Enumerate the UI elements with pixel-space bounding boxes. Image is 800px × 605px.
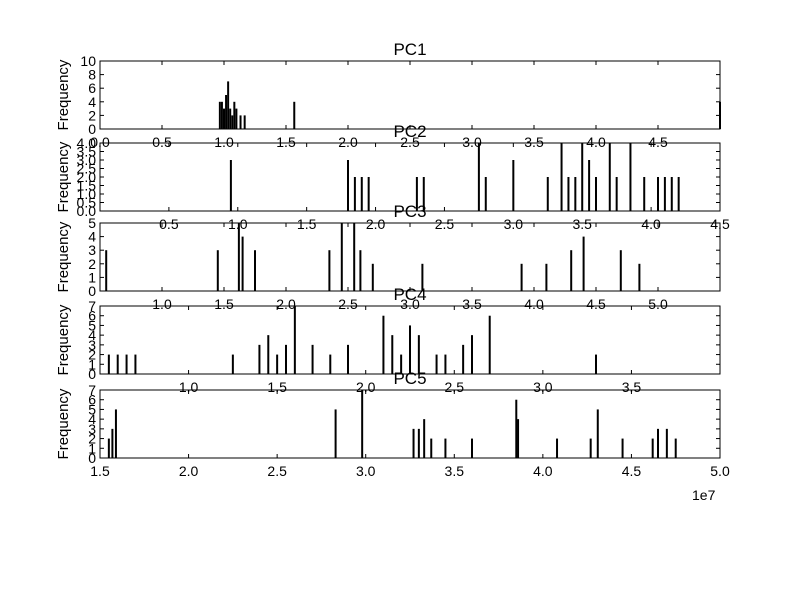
y-tick-label-pc2: 1.0 [77,186,97,202]
x-tick-label-pc4: 3.0 [533,379,553,395]
x-tick-label-pc3: 2.5 [338,296,358,312]
y-tick-label-pc2: 0.5 [77,195,97,211]
x-tick-label-pc1: 1.5 [276,134,296,150]
y-tick-label-pc2: 2.0 [77,169,97,185]
x-tick-label-pc5: 3.0 [356,463,376,479]
panel-title-pc1: PC1 [393,40,426,59]
y-tick-label-pc5: 4 [88,411,96,427]
axes-frame-pc1 [99,60,721,130]
x-tick-label-pc1: 4.0 [586,134,606,150]
y-axis-label-pc2: Frequency [55,141,72,212]
x-tick-label-pc1: 0.0 [90,134,110,150]
axes-frame-pc5 [99,389,721,459]
axes-frame-pc3 [99,222,721,292]
x-tick-label-pc5: 2.5 [267,463,287,479]
y-axis-label-pc3: Frequency [55,221,72,292]
y-tick-label-pc2: 1.5 [77,178,97,194]
x-tick-label-pc1: 4.5 [648,134,668,150]
y-tick-label-pc1: 10 [80,53,96,69]
y-tick-label-pc4: 5 [88,317,96,333]
y-tick-label-pc4: 6 [88,308,96,324]
y-tick-label-pc1: 4 [88,94,96,110]
x-tick-label-pc1: 2.5 [400,134,420,150]
y-tick-label-pc1: 6 [88,80,96,96]
x-tick-label-pc2: 1.5 [297,216,317,232]
x-tick-label-pc2: 2.0 [366,216,386,232]
x-tick-label-pc5: 4.0 [533,463,553,479]
x-tick-label-pc1: 0.5 [152,134,172,150]
panel-title-pc5: PC5 [393,369,426,388]
x-tick-label-pc3: 1.5 [214,296,234,312]
panel-title-pc4: PC4 [393,285,426,304]
y-tick-label-pc4: 1 [88,356,96,372]
x-tick-label-pc5: 5.0 [710,463,730,479]
y-tick-label-pc4: 7 [88,298,96,314]
y-tick-label-pc5: 6 [88,392,96,408]
y-tick-label-pc5: 1 [88,440,96,456]
x-tick-label-pc2: 2.5 [435,216,455,232]
x-tick-label-pc4: 1.0 [179,379,199,395]
panel-title-pc3: PC3 [393,202,426,221]
axes-frame-pc4 [99,305,721,375]
y-tick-label-pc1: 2 [88,107,96,123]
x-offset-label: 1e7 [692,487,716,503]
x-tick-label-pc2: 0.5 [159,216,179,232]
x-tick-label-pc3: 4.0 [524,296,544,312]
y-tick-label-pc5: 5 [88,401,96,417]
y-tick-label-pc3: 2 [88,256,96,272]
y-axis-label-pc1: Frequency [55,59,72,130]
x-tick-label-pc3: 3.5 [462,296,482,312]
x-tick-label-pc3: 4.5 [586,296,606,312]
y-tick-label-pc2: 4.0 [77,135,97,151]
x-tick-label-pc4: 3.5 [622,379,642,395]
panel-title-pc2: PC2 [393,122,426,141]
x-tick-label-pc3: 3.0 [400,296,420,312]
x-tick-label-pc2: 3.5 [572,216,592,232]
x-tick-label-pc4: 2.5 [445,379,465,395]
y-axis-label-pc5: Frequency [55,388,72,459]
x-tick-label-pc4: 1.5 [267,379,287,395]
y-tick-label-pc5: 0 [88,450,96,466]
x-tick-label-pc1: 3.5 [524,134,544,150]
x-tick-label-pc2: 4.0 [641,216,661,232]
y-tick-label-pc5: 2 [88,431,96,447]
y-tick-label-pc2: 3.0 [77,152,97,168]
y-tick-label-pc1: 8 [88,67,96,83]
y-tick-label-pc4: 2 [88,347,96,363]
y-tick-label-pc3: 3 [88,242,96,258]
x-tick-label-pc5: 3.5 [445,463,465,479]
y-tick-label-pc2: 0.0 [77,203,97,219]
y-tick-label-pc5: 7 [88,382,96,398]
x-tick-label-pc2: 3.0 [504,216,524,232]
y-tick-label-pc1: 0 [88,121,96,137]
y-tick-label-pc4: 4 [88,327,96,343]
x-tick-label-pc4: 2.0 [356,379,376,395]
x-tick-label-pc5: 1.5 [90,463,110,479]
y-axis-label-pc4: Frequency [55,304,72,375]
x-tick-label-pc1: 1.0 [214,134,234,150]
x-tick-label-pc5: 2.0 [179,463,199,479]
x-tick-label-pc1: 3.0 [462,134,482,150]
x-tick-label-pc3: 5.0 [648,296,668,312]
x-tick-label-pc3: 1.0 [152,296,172,312]
y-tick-label-pc3: 4 [88,229,96,245]
y-tick-label-pc3: 0 [88,283,96,299]
axes-frame-pc2 [99,142,721,212]
x-tick-label-pc5: 4.5 [622,463,642,479]
x-tick-label-pc3: 2.0 [276,296,296,312]
y-tick-label-pc2: 2.5 [77,161,97,177]
y-tick-label-pc3: 5 [88,215,96,231]
y-tick-label-pc4: 3 [88,337,96,353]
y-tick-label-pc5: 3 [88,421,96,437]
y-tick-label-pc3: 1 [88,269,96,285]
y-tick-label-pc2: 3.5 [77,144,97,160]
x-tick-label-pc1: 2.0 [338,134,358,150]
y-tick-label-pc4: 0 [88,366,96,382]
